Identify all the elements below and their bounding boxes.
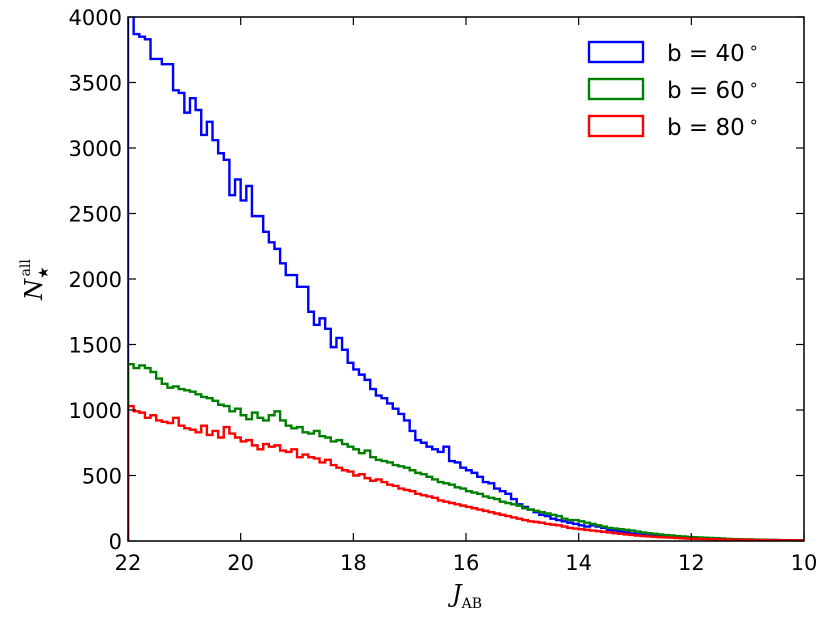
x-tick-label: 10 (791, 551, 818, 575)
x-tick-label: 18 (340, 551, 367, 575)
y-tick-label: 1500 (69, 334, 122, 358)
x-tick-label: 22 (115, 551, 142, 575)
legend-label: b = 60 ∘ (667, 75, 759, 104)
y-tick-label: 0 (109, 530, 122, 554)
series-line (128, 362, 804, 541)
y-tick-label: 4000 (69, 6, 122, 30)
x-tick-label: 16 (453, 551, 480, 575)
x-axis-title: JAB (447, 580, 482, 612)
legend-swatch (587, 114, 645, 138)
y-axis-title: N★all (18, 259, 52, 301)
y-tick-label: 3000 (69, 137, 122, 161)
legend: b = 40 ∘ b = 60 ∘ b = 80 ∘ (587, 38, 759, 141)
legend-swatch (587, 40, 645, 64)
x-axis: 22 20 18 16 14 12 10 (115, 17, 818, 575)
x-tick-label: 14 (565, 551, 592, 575)
y-tick-label: 3500 (69, 72, 122, 96)
legend-swatch (587, 77, 645, 101)
y-tick-label: 2000 (69, 268, 122, 292)
series-line (128, 404, 804, 541)
y-tick-label: 2500 (69, 203, 122, 227)
y-axis: 0 500 1000 1500 2000 2500 3000 3500 4000 (69, 6, 804, 554)
legend-label: b = 80 ∘ (667, 112, 759, 141)
x-tick-label: 20 (227, 551, 254, 575)
y-tick-label: 500 (82, 465, 122, 489)
y-tick-label: 1000 (69, 399, 122, 423)
legend-label: b = 40 ∘ (667, 38, 759, 67)
series-layer (128, 17, 804, 541)
x-tick-label: 12 (678, 551, 705, 575)
